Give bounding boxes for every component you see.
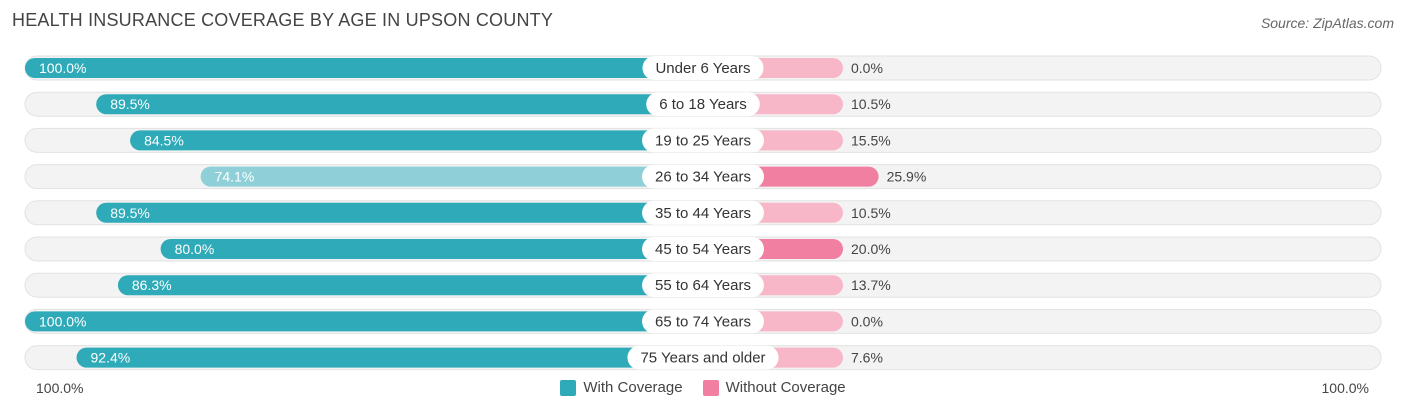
category-pill <box>642 237 764 261</box>
legend-label-without-coverage: Without Coverage <box>725 379 846 396</box>
value-label-with-coverage: 80.0% <box>175 241 215 257</box>
legend-swatch-with-coverage <box>560 379 577 396</box>
axis-right-label: 100.0% <box>1321 380 1369 396</box>
category-pill <box>642 273 764 298</box>
chart-row: 75 Years and older 92.4% 7.6% <box>24 345 1382 371</box>
bar-with-coverage <box>130 130 704 151</box>
bar-with-coverage <box>160 239 704 259</box>
value-label-with-coverage: 89.5% <box>110 205 150 221</box>
category-pill <box>646 92 760 117</box>
value-label-without-coverage: 0.0% <box>851 60 883 76</box>
category-pill <box>642 200 764 225</box>
chart-area: Under 6 Years 100.0% 0.0% 6 to 18 Years 89.5… <box>24 55 1382 371</box>
bar-with-coverage <box>25 311 703 332</box>
value-label-with-coverage: 74.1% <box>215 169 255 185</box>
category-label: 45 to 54 Years <box>655 241 751 258</box>
chart-row: 65 to 74 Years 100.0% 0.0% <box>24 308 1382 334</box>
value-label-without-coverage: 25.9% <box>887 169 927 185</box>
bar-with-coverage <box>117 275 704 296</box>
value-label-with-coverage: 100.0% <box>39 313 86 329</box>
category-label: 35 to 44 Years <box>655 205 751 222</box>
category-label: 65 to 74 Years <box>655 313 751 330</box>
chart-row: Under 6 Years 100.0% 0.0% <box>24 55 1382 81</box>
category-label: 6 to 18 Years <box>659 96 747 113</box>
chart-row: 55 to 64 Years 86.3% 13.7% <box>24 272 1382 298</box>
chart-row: 45 to 54 Years 80.0% 20.0% <box>24 236 1382 262</box>
source-note: Source: ZipAtlas.com <box>1260 15 1394 31</box>
value-label-with-coverage: 100.0% <box>39 60 86 76</box>
category-pill <box>642 164 764 189</box>
chart-row: 6 to 18 Years 89.5% 10.5% <box>24 91 1382 117</box>
value-label-without-coverage: 20.0% <box>851 241 891 257</box>
bar-with-coverage <box>25 58 703 78</box>
value-label-with-coverage: 86.3% <box>132 277 172 293</box>
category-label: 19 to 25 Years <box>655 132 751 149</box>
value-label-without-coverage: 10.5% <box>851 96 891 112</box>
value-label-without-coverage: 15.5% <box>851 132 891 148</box>
category-pill <box>642 128 764 153</box>
legend-item-without-coverage: Without Coverage <box>702 379 846 396</box>
legend-item-with-coverage: With Coverage <box>560 379 683 396</box>
chart-title: HEALTH INSURANCE COVERAGE BY AGE IN UPSO… <box>12 10 554 30</box>
value-label-with-coverage: 84.5% <box>144 132 184 148</box>
bar-with-coverage <box>76 347 703 368</box>
chart-row: 19 to 25 Years 84.5% 15.5% <box>24 127 1382 153</box>
category-label: 55 to 64 Years <box>655 277 751 294</box>
value-label-without-coverage: 10.5% <box>851 205 891 221</box>
value-label-without-coverage: 13.7% <box>851 277 891 293</box>
bar-with-coverage <box>96 94 703 115</box>
value-label-with-coverage: 92.4% <box>91 350 131 366</box>
legend-label-with-coverage: With Coverage <box>583 379 683 396</box>
legend: With Coverage Without Coverage <box>0 379 1406 396</box>
category-label: 26 to 34 Years <box>655 169 751 186</box>
value-label-without-coverage: 7.6% <box>851 350 883 366</box>
bar-with-coverage <box>200 166 704 187</box>
category-label: 75 Years and older <box>640 350 765 367</box>
category-pill <box>627 345 779 370</box>
legend-swatch-without-coverage <box>702 379 719 396</box>
chart-row: 26 to 34 Years 74.1% 25.9% <box>24 164 1382 190</box>
category-label: Under 6 Years <box>655 60 750 77</box>
category-pill <box>642 56 764 80</box>
value-label-without-coverage: 0.0% <box>851 313 883 329</box>
bar-with-coverage <box>96 202 703 223</box>
chart-row: 35 to 44 Years 89.5% 10.5% <box>24 200 1382 226</box>
axis-left-label: 100.0% <box>36 380 84 396</box>
category-pill <box>642 309 764 334</box>
value-label-with-coverage: 89.5% <box>110 96 150 112</box>
